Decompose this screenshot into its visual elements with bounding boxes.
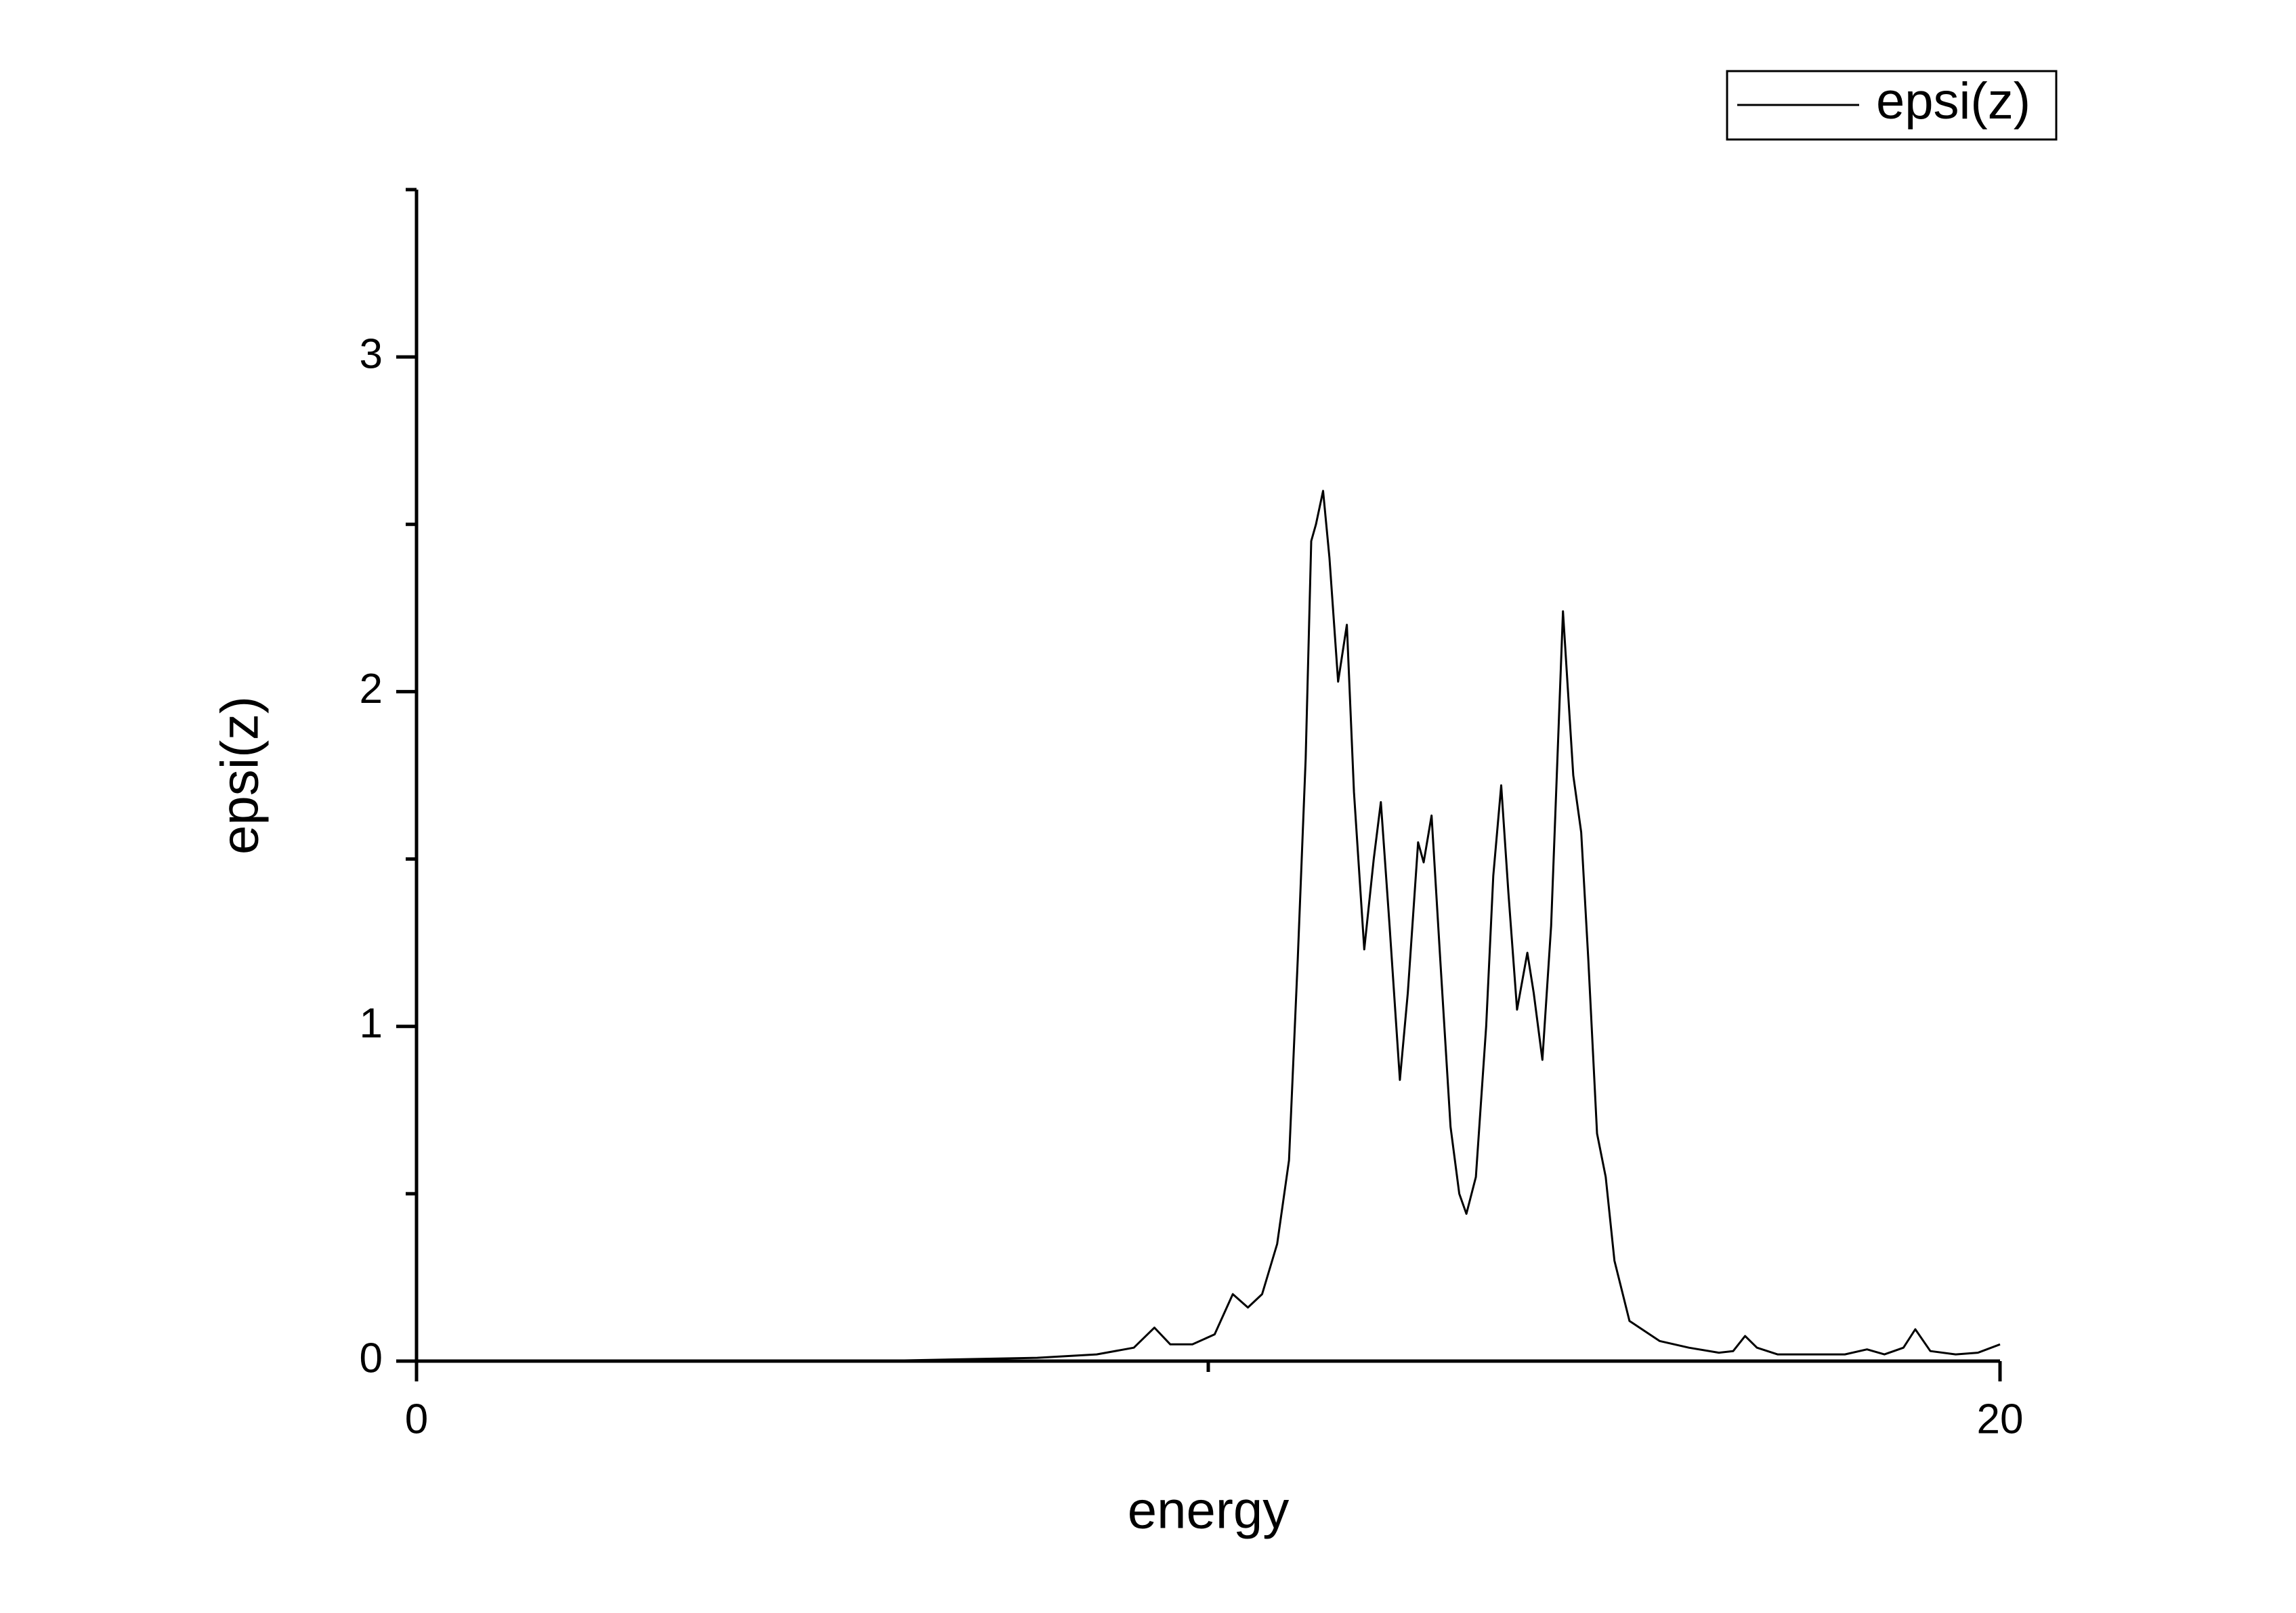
x-tick-label: 0 [405, 1396, 428, 1442]
x-tick-label: 20 [1977, 1396, 2024, 1442]
y-tick-label: 1 [360, 1000, 383, 1047]
legend-box [1726, 70, 2058, 141]
legend-label: epsi(z) [1876, 72, 2031, 130]
y-tick-label: 2 [360, 666, 383, 712]
y-tick-label: 3 [360, 331, 383, 378]
y-tick-label: 0 [360, 1335, 383, 1381]
data-line [417, 490, 2001, 1362]
x-axis-title: energy [1128, 1480, 1290, 1540]
y-axis-title: epsi(z) [210, 696, 270, 855]
